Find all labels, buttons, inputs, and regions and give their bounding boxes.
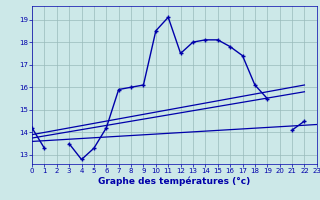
X-axis label: Graphe des températures (°c): Graphe des températures (°c) bbox=[98, 177, 251, 186]
